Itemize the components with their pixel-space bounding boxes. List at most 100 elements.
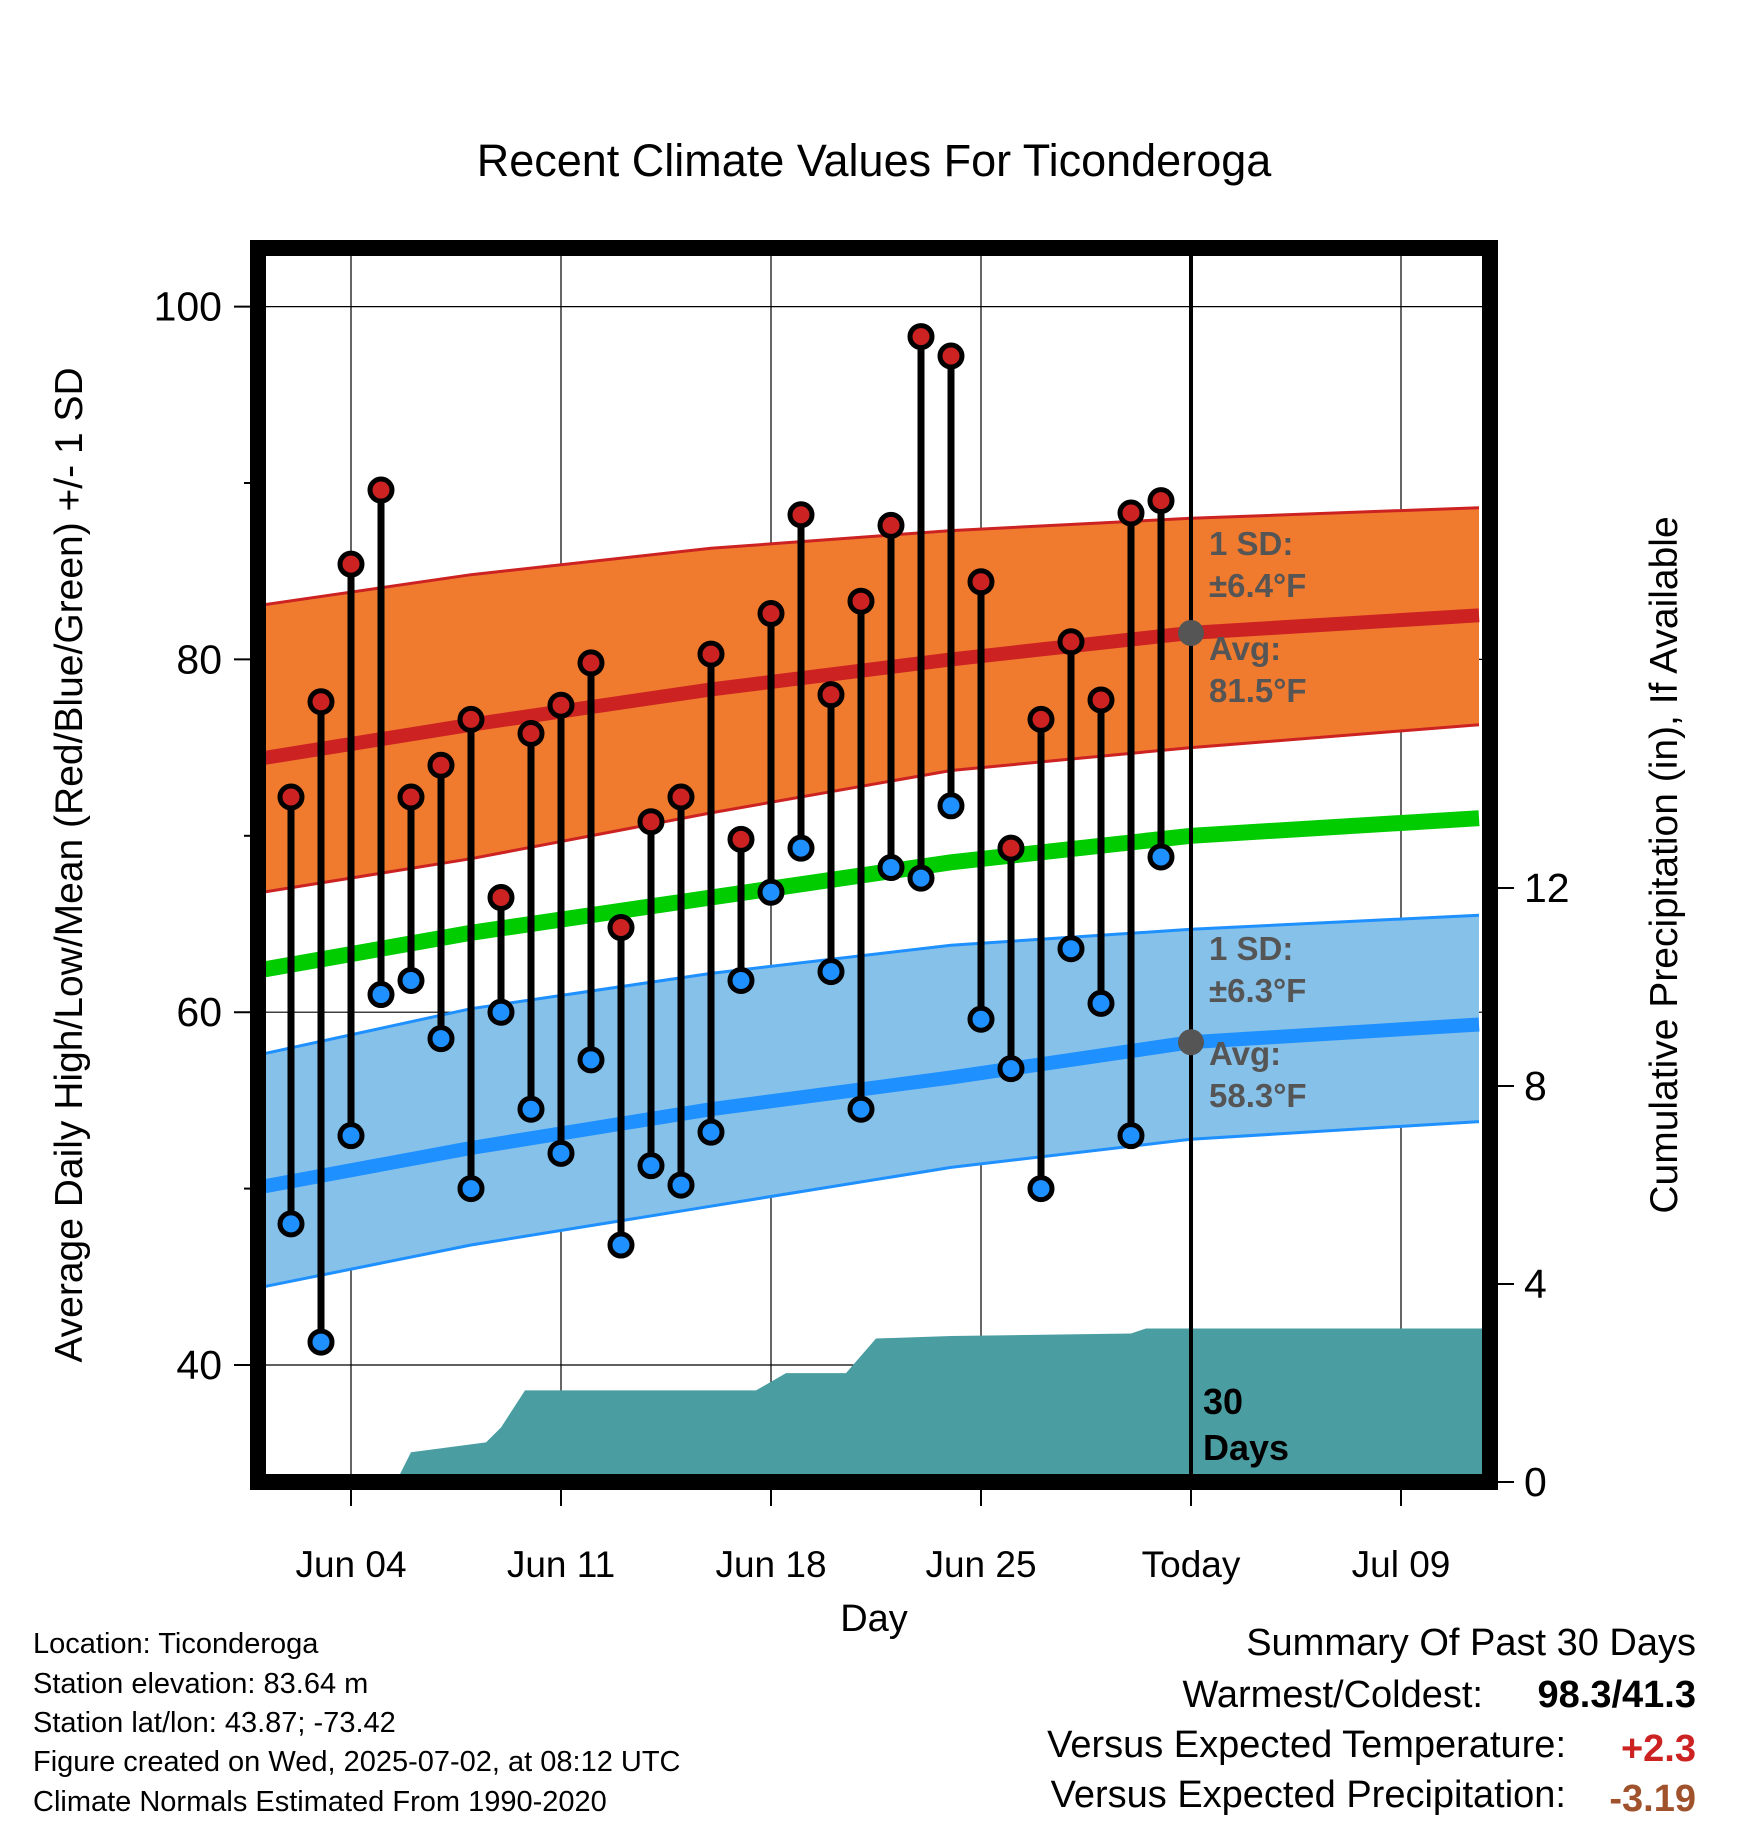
- daily-high-point: [667, 783, 695, 811]
- high-avg-value: 81.5°F: [1209, 672, 1307, 709]
- daily-high-point: [457, 705, 485, 733]
- daily-low-point: [667, 1171, 695, 1199]
- daily-high-point: [607, 914, 635, 942]
- y2-axis-title: Cumulative Precipitation (in), If Availa…: [1643, 516, 1686, 1213]
- low-sd-value: ±6.3°F: [1209, 972, 1306, 1009]
- daily-high-point: [337, 550, 365, 578]
- x-tick-label: Jul 09: [1352, 1544, 1451, 1585]
- low-avg-label: Avg:: [1209, 1035, 1281, 1072]
- daily-low-point: [277, 1210, 305, 1238]
- y2-tick-label: 12: [1524, 865, 1570, 911]
- daily-low-point: [757, 878, 785, 906]
- chart-title: Recent Climate Values For Ticonderoga: [477, 135, 1273, 186]
- daily-low-point: [907, 864, 935, 892]
- daily-high-point: [637, 808, 665, 836]
- created-text: Figure created on Wed, 2025-07-02, at 08…: [33, 1746, 681, 1778]
- y-tick-label: 60: [176, 989, 222, 1035]
- y-tick-label: 40: [176, 1342, 222, 1388]
- location-text: Location: Ticonderoga: [33, 1628, 319, 1660]
- daily-high-point: [547, 691, 575, 719]
- daily-high-point: [427, 751, 455, 779]
- daily-high-point: [877, 511, 905, 539]
- y-axis-title: Average Daily High/Low/Mean (Red/Blue/Gr…: [48, 367, 91, 1362]
- daily-high-point: [697, 640, 725, 668]
- x-tick-label: Jun 25: [925, 1544, 1036, 1585]
- normals-period-text: Climate Normals Estimated From 1990-2020: [33, 1786, 607, 1818]
- daily-low-point: [1147, 843, 1175, 871]
- plot-frame: [250, 240, 1498, 1490]
- low-avg-value: 58.3°F: [1209, 1077, 1307, 1114]
- daily-low-point: [1087, 989, 1115, 1017]
- daily-low-point: [1027, 1175, 1055, 1203]
- daily-low-point: [967, 1005, 995, 1033]
- high-sd-upper-line: [258, 506, 1480, 608]
- daily-low-point: [1057, 935, 1085, 963]
- y-tick-label: 100: [154, 284, 222, 330]
- x-tick-label: Today: [1142, 1544, 1241, 1585]
- daily-low-point: [607, 1231, 635, 1259]
- high-avg-line: [258, 608, 1480, 767]
- warmest-coldest-label: Warmest/Coldest:: [1182, 1674, 1483, 1716]
- daily-low-point: [697, 1118, 725, 1146]
- daily-high-point: [967, 568, 995, 596]
- daily-high-point: [937, 342, 965, 370]
- summary-title: Summary Of Past 30 Days: [1246, 1622, 1696, 1664]
- daily-low-point: [547, 1139, 575, 1167]
- daily-high-point: [397, 783, 425, 811]
- low-sd-lower-line: [258, 1120, 1480, 1290]
- daily-low-point: [637, 1152, 665, 1180]
- daily-high-point: [367, 476, 395, 504]
- daily-low-point: [787, 834, 815, 862]
- daily-low-point: [517, 1095, 545, 1123]
- daily-high-point: [577, 649, 605, 677]
- daily-low-point: [337, 1122, 365, 1150]
- x-axis-title: Day: [840, 1598, 908, 1640]
- elevation-text: Station elevation: 83.64 m: [33, 1668, 369, 1700]
- period-unit: Days: [1203, 1427, 1289, 1468]
- daily-high-point: [1117, 499, 1145, 527]
- daily-low-point: [847, 1095, 875, 1123]
- x-tick-label: Jun 04: [295, 1544, 406, 1585]
- daily-high-point: [757, 600, 785, 628]
- high-sd-value: ±6.4°F: [1209, 567, 1306, 604]
- daily-high-point: [907, 323, 935, 351]
- daily-high-point: [277, 783, 305, 811]
- temp-deviation-value: +2.3: [1620, 1728, 1696, 1770]
- daily-high-point: [1057, 628, 1085, 656]
- high-avg-label: Avg:: [1209, 630, 1281, 667]
- daily-high-point: [847, 587, 875, 615]
- daily-low-point: [397, 966, 425, 994]
- temp-deviation-label: Versus Expected Temperature:: [1047, 1724, 1566, 1766]
- period-number: 30: [1203, 1381, 1243, 1422]
- daily-low-point: [817, 958, 845, 986]
- daily-low-point: [937, 792, 965, 820]
- x-tick-label: Jun 11: [507, 1544, 615, 1585]
- daily-low-point: [577, 1046, 605, 1074]
- y-tick-label: 80: [176, 636, 222, 682]
- daily-low-point: [487, 998, 515, 1026]
- daily-high-point: [1027, 705, 1055, 733]
- y2-tick-label: 8: [1524, 1063, 1547, 1109]
- x-tick-label: Jun 18: [715, 1544, 826, 1585]
- y2-tick-label: 4: [1524, 1261, 1547, 1307]
- daily-low-point: [307, 1328, 335, 1356]
- precip-deviation-label: Versus Expected Precipitation:: [1050, 1774, 1566, 1816]
- high-avg-marker: [1178, 619, 1204, 646]
- high-sd-label: 1 SD:: [1209, 525, 1293, 562]
- y2-tick-label: 0: [1524, 1459, 1547, 1505]
- daily-low-point: [457, 1175, 485, 1203]
- daily-high-point: [817, 681, 845, 709]
- low-avg-marker: [1178, 1029, 1204, 1056]
- daily-low-point: [997, 1055, 1025, 1083]
- daily-low-point: [877, 854, 905, 882]
- daily-high-point: [1087, 686, 1115, 714]
- daily-high-point: [487, 884, 515, 912]
- low-sd-label: 1 SD:: [1209, 930, 1293, 967]
- daily-high-point: [727, 825, 755, 853]
- low-avg-line: [258, 1017, 1480, 1195]
- daily-low-point: [727, 966, 755, 994]
- daily-low-point: [427, 1025, 455, 1053]
- warmest-coldest-value: 98.3/41.3: [1537, 1674, 1696, 1716]
- daily-high-point: [1147, 487, 1175, 515]
- daily-high-point: [997, 834, 1025, 862]
